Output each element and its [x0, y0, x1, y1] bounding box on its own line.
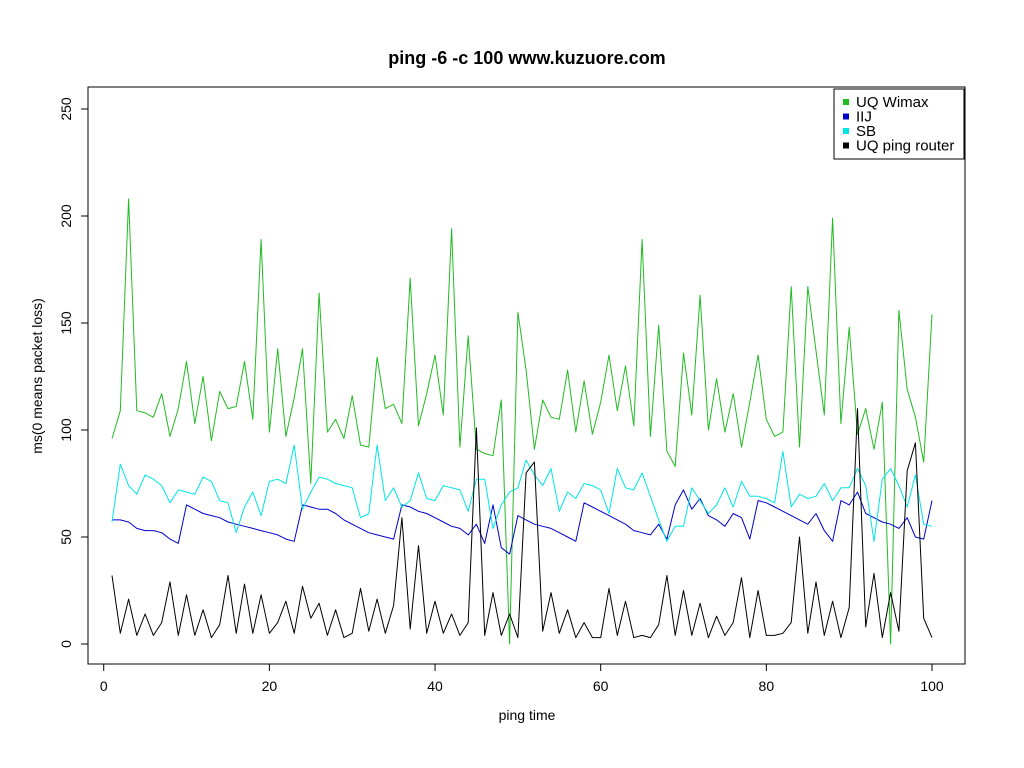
- x-tick-label: 100: [920, 678, 944, 694]
- x-tick-label: 40: [427, 678, 443, 694]
- legend-swatch-1: [843, 113, 849, 120]
- x-tick-label: 0: [100, 678, 108, 694]
- legend-swatch-2: [843, 128, 849, 134]
- series-line-2: [111, 444, 933, 542]
- x-tick-label: 80: [759, 678, 775, 694]
- legend-label-0: UQ Wimax: [856, 94, 929, 111]
- chart-title: ping -6 -c 100 www.kuzuore.com: [388, 48, 665, 68]
- x-axis: 0 20 40 60 80 100: [100, 663, 944, 694]
- y-axis: 0 50 100 150 200 250: [58, 97, 89, 648]
- legend-label-3: UQ ping router: [856, 138, 954, 155]
- series-line-3: [111, 408, 933, 639]
- legend-swatch-3: [843, 142, 849, 149]
- y-tick-label: 100: [58, 418, 74, 442]
- y-tick-label: 50: [58, 529, 74, 545]
- legend-swatch-0: [843, 99, 849, 105]
- y-tick-label: 0: [58, 640, 74, 648]
- series-line-1: [112, 489, 933, 555]
- series-layer: [111, 198, 933, 645]
- y-tick-label: 250: [58, 97, 74, 121]
- x-axis-label: ping time: [499, 707, 556, 723]
- y-axis-label: ms(0 means packet loss): [29, 298, 45, 454]
- legend-label-1: IIJ: [856, 109, 872, 126]
- series-line-0: [111, 198, 933, 645]
- legend-label-2: SB: [856, 123, 876, 140]
- x-tick-label: 20: [262, 678, 278, 694]
- legend-box: [833, 88, 965, 160]
- y-tick-label: 150: [58, 311, 74, 335]
- x-tick-label: 60: [593, 678, 609, 694]
- y-tick-label: 200: [58, 204, 74, 228]
